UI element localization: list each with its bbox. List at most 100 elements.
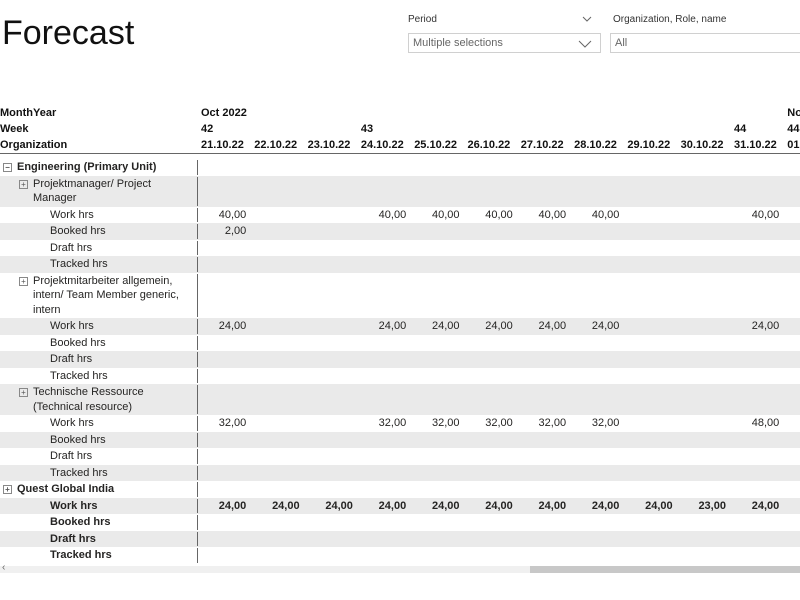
- value-cell: [198, 352, 251, 367]
- matrix-row: Booked hrs: [0, 431, 800, 448]
- value-cell: [624, 336, 677, 351]
- value-cell: [251, 352, 304, 367]
- row-header: Work hrs: [0, 416, 198, 431]
- value-cell: [731, 433, 784, 448]
- row-label: Draft hrs: [50, 450, 93, 462]
- value-cell: [251, 449, 304, 464]
- row-header: + Quest Global India: [0, 482, 198, 497]
- matrix-row: Booked hrs: [0, 335, 800, 352]
- value-cell: 24,00: [431, 320, 460, 332]
- header-cell: 30.10.22: [680, 139, 724, 151]
- expand-toggle[interactable]: −: [3, 163, 12, 172]
- value-cell: [678, 482, 731, 497]
- header-cell: 43: [360, 123, 374, 135]
- header-row: Week 42 43 44 44: [0, 121, 800, 137]
- value-cell: [678, 257, 731, 272]
- header-cell: 25.10.22: [414, 139, 458, 151]
- value-cell: [784, 224, 800, 239]
- value-cell: [518, 532, 571, 547]
- matrix-row: − Engineering (Primary Unit): [0, 159, 800, 176]
- value-cell: [251, 208, 304, 223]
- value-cell: [624, 241, 677, 256]
- value-cell: [198, 515, 251, 530]
- header-cell: [464, 121, 517, 137]
- header-cell: 21.10.22: [201, 139, 244, 151]
- value-cell: [464, 532, 517, 547]
- value-cell: [784, 208, 800, 223]
- value-cell: [411, 160, 464, 175]
- value-cell: [784, 177, 800, 206]
- value-cell: 24,00: [272, 499, 300, 512]
- value-cell: [251, 416, 304, 431]
- value-cell: [624, 369, 677, 384]
- chevron[interactable]: [582, 15, 592, 23]
- header-cell: [624, 105, 677, 121]
- header-cell: 23.10.22: [307, 139, 351, 151]
- value-cell: [624, 532, 677, 547]
- header-cell: 42: [201, 123, 214, 135]
- value-cell: [571, 274, 624, 318]
- row-label: Tracked hrs: [50, 369, 108, 382]
- row-header: Draft hrs: [0, 531, 198, 546]
- value-cell: [518, 274, 571, 318]
- filter-dropdown[interactable]: Multiple selections: [408, 33, 601, 53]
- expand-toggle[interactable]: +: [19, 388, 28, 397]
- value-cell: [464, 224, 517, 239]
- value-cell: [305, 416, 358, 431]
- chevron[interactable]: [578, 39, 592, 48]
- value-cell: [358, 177, 411, 206]
- value-cell: [571, 224, 624, 239]
- header-cell: [305, 121, 358, 137]
- expand-toggle[interactable]: +: [19, 276, 28, 286]
- header-cell: 01.11.22: [787, 139, 800, 151]
- value-cell: [678, 416, 731, 431]
- header-cell: 29.10.22: [627, 139, 671, 151]
- scrollbar[interactable]: [0, 566, 800, 573]
- value-cell: [518, 177, 571, 206]
- header-label: Organization: [0, 139, 68, 151]
- expand-toggle[interactable]: +: [19, 179, 28, 189]
- value-cell: [624, 319, 677, 334]
- value-cell: [305, 466, 358, 481]
- value-cell: [464, 241, 517, 256]
- filter-dropdown[interactable]: All: [610, 33, 800, 53]
- header-cell: 28.10.22: [574, 139, 617, 151]
- value-cell: [678, 433, 731, 448]
- value-cell: [678, 515, 731, 530]
- value-cell: [411, 449, 464, 464]
- row-header: Tracked hrs: [0, 257, 198, 272]
- value-cell: [731, 548, 784, 563]
- scroll-thumb[interactable]: [530, 566, 800, 573]
- value-cell: [731, 449, 784, 464]
- row-label: Draft hrs: [50, 353, 93, 365]
- value-cell: [571, 241, 624, 256]
- expand-toggle[interactable]: +: [3, 485, 12, 494]
- value-cell: [358, 257, 411, 272]
- value-cell: 24,00: [485, 499, 513, 512]
- value-cell: [731, 515, 784, 530]
- value-cell: [464, 548, 517, 563]
- value-cell: [251, 369, 304, 384]
- header-cell: [731, 105, 784, 121]
- value-cell: [305, 224, 358, 239]
- matrix-row: Work hrs 24,00 24,00 24,00 24,00 24,00 24,00 24…: [0, 318, 800, 335]
- scroll-left[interactable]: ‹: [2, 562, 6, 573]
- matrix-row: Tracked hrs: [0, 464, 800, 481]
- value-cell: [678, 532, 731, 547]
- value-cell: [731, 274, 784, 318]
- value-cell: [198, 482, 251, 497]
- value-cell: [305, 257, 358, 272]
- value-cell: [464, 385, 517, 414]
- value-cell: [305, 369, 358, 384]
- value-cell: [305, 160, 358, 175]
- row-label: Projektmitarbeiter allgemein, intern/ Te…: [33, 274, 179, 316]
- value-cell: [358, 274, 411, 318]
- value-cell: [411, 369, 464, 384]
- value-cell: [624, 274, 677, 318]
- value-cell: [571, 177, 624, 206]
- header-cell: 26.10.22: [467, 139, 511, 151]
- value-cell: [411, 352, 464, 367]
- value-cell: [624, 352, 677, 367]
- value-cell: [624, 385, 677, 414]
- row-header: Work hrs: [0, 319, 198, 334]
